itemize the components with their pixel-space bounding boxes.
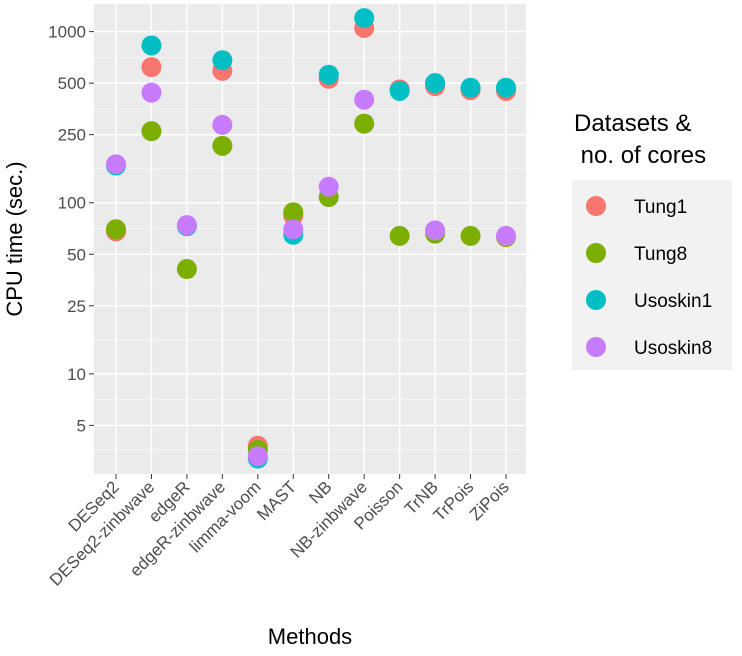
y-tick-label: 500 (58, 74, 86, 93)
legend-key-tung8 (586, 243, 606, 263)
x-axis-ticks: DESeq2DESeq2-zinbwaveedgeRedgeR-zinbwave… (46, 474, 513, 590)
y-tick-label: 5 (77, 416, 86, 435)
point-usoskin8-zipois (496, 225, 516, 246)
legend-key-tung1 (586, 196, 606, 216)
point-tung8-nb-zinbwave (354, 113, 375, 134)
point-tung8-deseq2-zinbwave (141, 121, 162, 142)
point-usoskin1-deseq2-zinbwave (141, 35, 162, 56)
point-tung8-deseq2 (106, 219, 126, 240)
point-usoskin1-zipois (496, 77, 516, 98)
plot-panel (94, 4, 526, 474)
point-tung8-edger (176, 259, 197, 280)
x-tick-label: MAST (253, 477, 300, 524)
point-usoskin1-nb-zinbwave (354, 8, 375, 29)
point-usoskin8-edger (176, 215, 197, 236)
data-points (106, 8, 516, 469)
point-usoskin1-edger-zinbwave (212, 50, 233, 71)
legend-label-usoskin8: Usoskin8 (634, 338, 712, 359)
point-usoskin8-limma-voom (247, 446, 268, 467)
y-tick-label: 10 (67, 365, 86, 384)
y-tick-label: 50 (67, 245, 86, 264)
point-tung1-deseq2-zinbwave (141, 57, 162, 78)
point-usoskin8-mast (283, 219, 304, 240)
legend-label-tung1: Tung1 (634, 197, 687, 218)
x-tick-label: TrPois (430, 477, 478, 525)
x-tick-label: ZiPois (466, 477, 513, 524)
point-tung8-mast (283, 202, 304, 223)
point-usoskin8-edger-zinbwave (212, 114, 233, 135)
point-usoskin1-trpois (460, 77, 481, 98)
legend: Datasets & no. of cores Tung1 Tung8 Usoski… (572, 110, 732, 370)
point-usoskin1-nb (318, 64, 339, 85)
y-tick-label: 25 (67, 297, 86, 316)
y-tick-label: 250 (58, 126, 86, 145)
point-tung8-trpois (460, 225, 481, 246)
legend-title-line-1: Datasets & (574, 110, 691, 137)
legend-label-usoskin1: Usoskin1 (634, 291, 712, 312)
y-tick-label: 100 (58, 194, 86, 213)
point-usoskin8-deseq2-zinbwave (141, 82, 162, 103)
point-tung8-poisson (389, 225, 410, 246)
point-usoskin8-trnb (425, 220, 446, 241)
point-tung8-edger-zinbwave (212, 135, 233, 156)
x-axis-title: Methods (268, 624, 352, 649)
legend-title-line-2: no. of cores (574, 142, 706, 169)
y-axis-title: CPU time (sec.) (2, 161, 27, 316)
point-usoskin8-deseq2 (106, 154, 126, 175)
legend-items: Tung1 Tung8 Usoskin1 Usoskin8 (572, 180, 732, 370)
point-usoskin1-poisson (389, 80, 410, 101)
point-usoskin8-nb (318, 176, 339, 197)
point-usoskin8-nb-zinbwave (354, 89, 375, 110)
y-tick-label: 1000 (48, 23, 86, 42)
legend-key-usoskin8 (586, 337, 606, 357)
y-axis-ticks: 5 10 25 50 100 250 500 1000 (48, 23, 94, 435)
point-usoskin1-trnb (425, 73, 446, 94)
legend-key-usoskin1 (586, 290, 606, 310)
legend-label-tung8: Tung8 (634, 244, 687, 265)
